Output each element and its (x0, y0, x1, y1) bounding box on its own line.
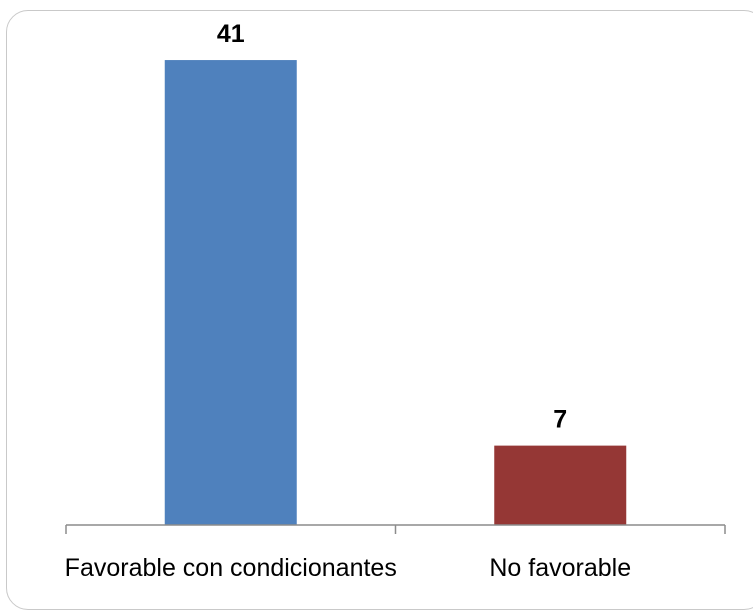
x-tick-label: No favorable (489, 554, 631, 582)
bar (164, 60, 297, 526)
bar-chart: 41 7 Favorable con condicionantes No favor… (65, 20, 726, 582)
data-label: 41 (217, 20, 245, 48)
x-axis-ticks (65, 525, 726, 534)
data-label: 7 (553, 406, 567, 434)
data-labels: 41 7 (217, 20, 567, 434)
bar (494, 445, 627, 525)
chart-area (6, 10, 753, 610)
x-axis-tick-labels: Favorable con condicionantes No favorable (65, 554, 631, 582)
bars (164, 60, 627, 526)
x-tick-label: Favorable con condicionantes (65, 554, 397, 582)
